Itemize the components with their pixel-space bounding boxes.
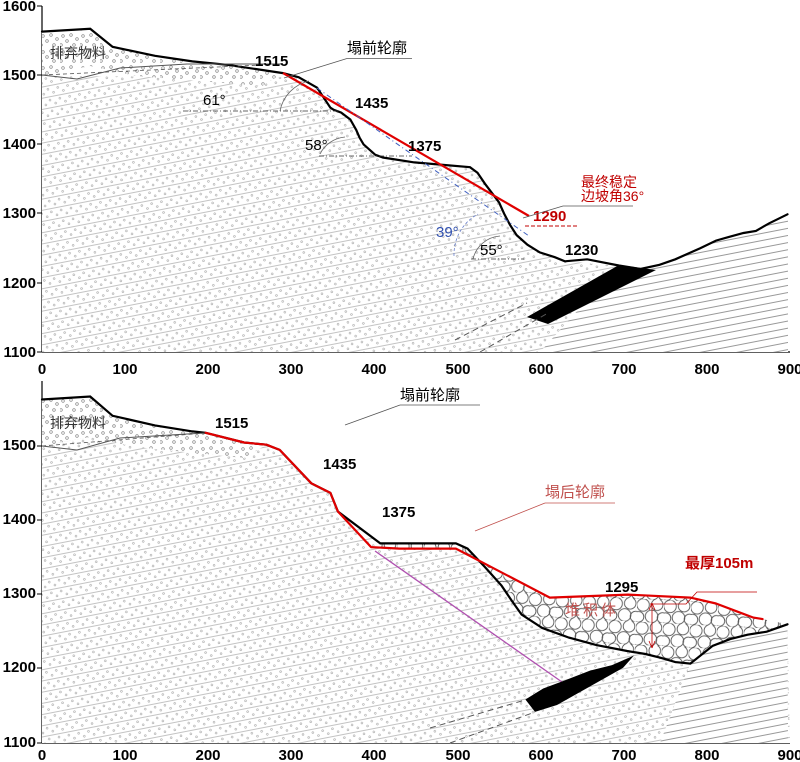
svg-text:1100: 1100 — [3, 734, 36, 751]
svg-text:800: 800 — [694, 361, 719, 378]
svg-text:61°: 61° — [203, 92, 226, 109]
svg-text:堆积体: 堆积体 — [565, 602, 619, 619]
svg-text:200: 200 — [195, 747, 220, 762]
svg-text:1435: 1435 — [323, 456, 356, 473]
svg-text:400: 400 — [361, 747, 386, 762]
svg-text:边坡角36°: 边坡角36° — [581, 188, 644, 204]
svg-text:600: 600 — [528, 361, 553, 378]
svg-text:55°: 55° — [480, 242, 503, 259]
svg-text:1500: 1500 — [3, 67, 36, 84]
svg-text:1400: 1400 — [3, 136, 36, 153]
svg-text:1515: 1515 — [215, 415, 248, 432]
svg-text:排弃物料: 排弃物料 — [50, 45, 106, 61]
svg-text:39°: 39° — [436, 224, 459, 241]
svg-text:1290: 1290 — [533, 208, 566, 225]
svg-text:800: 800 — [694, 747, 719, 762]
svg-text:1300: 1300 — [3, 205, 36, 222]
svg-text:900: 900 — [777, 747, 800, 762]
svg-text:1375: 1375 — [408, 138, 441, 155]
svg-text:1200: 1200 — [3, 659, 36, 676]
svg-text:600: 600 — [528, 747, 553, 762]
svg-text:1515: 1515 — [255, 53, 288, 70]
svg-text:0: 0 — [38, 747, 46, 762]
svg-text:1230: 1230 — [565, 242, 598, 259]
svg-text:1200: 1200 — [3, 275, 36, 292]
svg-text:最厚105m: 最厚105m — [685, 555, 753, 572]
svg-text:1400: 1400 — [3, 511, 36, 528]
svg-text:1300: 1300 — [3, 585, 36, 602]
svg-text:塌前轮廓: 塌前轮廓 — [347, 40, 407, 57]
svg-text:塌前轮廓: 塌前轮廓 — [400, 387, 460, 404]
svg-text:500: 500 — [445, 361, 470, 378]
svg-text:900: 900 — [777, 361, 800, 378]
svg-text:1295: 1295 — [605, 579, 638, 596]
svg-text:塌后轮廓: 塌后轮廓 — [545, 484, 605, 501]
svg-text:400: 400 — [361, 361, 386, 378]
svg-text:200: 200 — [195, 361, 220, 378]
svg-text:1600: 1600 — [3, 0, 36, 15]
svg-text:300: 300 — [278, 361, 303, 378]
svg-text:300: 300 — [278, 747, 303, 762]
svg-text:700: 700 — [611, 747, 636, 762]
svg-text:1500: 1500 — [3, 437, 36, 454]
svg-text:500: 500 — [445, 747, 470, 762]
svg-text:100: 100 — [112, 361, 137, 378]
svg-text:0: 0 — [38, 361, 46, 378]
svg-text:排弃物料: 排弃物料 — [50, 415, 106, 431]
svg-text:100: 100 — [112, 747, 137, 762]
svg-text:1375: 1375 — [382, 504, 415, 521]
svg-text:700: 700 — [611, 361, 636, 378]
svg-text:1435: 1435 — [355, 95, 388, 112]
svg-text:58°: 58° — [305, 137, 328, 154]
svg-text:1100: 1100 — [3, 344, 36, 361]
